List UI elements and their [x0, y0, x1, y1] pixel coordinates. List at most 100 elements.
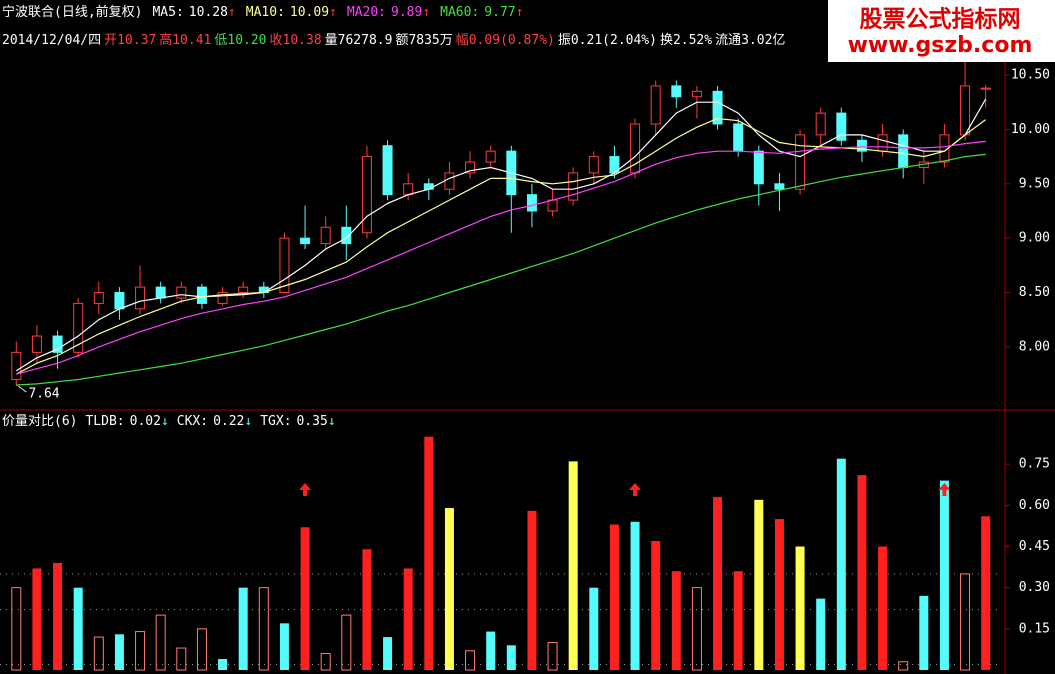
- bar: [939, 480, 949, 670]
- bar: [547, 642, 558, 671]
- indicator-label: CKX:: [177, 414, 208, 429]
- bar: [32, 568, 42, 670]
- candle-body: [588, 156, 599, 174]
- candle-body: [341, 226, 352, 245]
- bar: [568, 461, 578, 670]
- info-item: 幅0.09(0.87%): [456, 33, 555, 48]
- candle-body: [650, 85, 661, 125]
- bar: [651, 541, 661, 670]
- signal-arrow: [938, 483, 951, 496]
- indicator-value: 0.35: [297, 414, 328, 429]
- bar: [713, 497, 723, 670]
- candle-body: [423, 183, 434, 190]
- bar: [486, 631, 496, 670]
- ma-trend: ↑: [516, 5, 524, 20]
- bar: [671, 571, 681, 670]
- bar: [176, 647, 187, 671]
- bar: [341, 614, 352, 671]
- indicator-trend: ↓: [328, 414, 336, 429]
- bar: [424, 436, 434, 670]
- y-tick-label: 0.60: [1019, 498, 1050, 513]
- bar: [444, 508, 454, 670]
- y-tick-label: 10.50: [1011, 68, 1050, 83]
- ma-line: [16, 117, 987, 375]
- candle-body: [712, 90, 723, 125]
- candle-body: [196, 286, 207, 304]
- bar: [836, 458, 846, 670]
- info-item: 低10.20: [214, 33, 266, 48]
- indicator-label: TGX:: [260, 414, 291, 429]
- candle-body: [31, 335, 42, 353]
- bar: [857, 475, 867, 670]
- candle-body: [52, 335, 63, 353]
- ma-value: 10.09: [290, 5, 329, 20]
- candle-body: [465, 161, 476, 174]
- signal-arrow: [629, 483, 642, 496]
- info-item: 收10.38: [270, 33, 322, 48]
- info-item: 开10.37: [104, 33, 156, 48]
- bar: [506, 645, 516, 670]
- bar: [774, 519, 784, 670]
- candle-body: [733, 123, 744, 152]
- candle-body: [320, 226, 331, 245]
- bar: [218, 659, 228, 670]
- watermark-url: www.gszb.com: [848, 33, 1033, 58]
- bar: [403, 568, 413, 670]
- bar: [258, 587, 269, 671]
- candle-body: [114, 292, 125, 310]
- bar: [320, 653, 331, 671]
- indicator-value: 0.22: [213, 414, 244, 429]
- candle-body: [155, 286, 166, 299]
- candle-body: [135, 286, 146, 310]
- candle-body: [980, 87, 991, 90]
- info-line: 2014/12/04/四 开10.37 高10.41 低10.20 收10.38 量762…: [2, 32, 785, 48]
- bar: [53, 562, 63, 670]
- candle-body: [898, 134, 909, 168]
- bar: [816, 598, 826, 670]
- candle-body: [795, 134, 806, 190]
- ma-trend: ↑: [422, 5, 430, 20]
- info-item: 流通3.02亿: [715, 33, 785, 48]
- candle-body: [279, 237, 290, 294]
- indicator-title: 价量对比(6): [2, 414, 77, 429]
- bar: [135, 631, 146, 671]
- low-label: 7.64: [28, 387, 59, 402]
- bar: [114, 634, 124, 670]
- bar: [630, 521, 640, 670]
- indicator-label: TLDB:: [85, 414, 124, 429]
- signal-arrow: [299, 483, 312, 496]
- candle-body: [753, 150, 764, 185]
- bar: [465, 650, 476, 671]
- y-tick-label: 0.30: [1019, 580, 1050, 595]
- chart-title: 宁波联合(日线,前复权): [2, 4, 142, 20]
- indicator-trend: ↓: [244, 414, 252, 429]
- bar: [898, 661, 909, 671]
- bar: [279, 623, 289, 670]
- ma-label: MA20:: [347, 5, 386, 20]
- y-tick-label: 8.50: [1019, 285, 1050, 300]
- candle-body: [485, 150, 496, 163]
- candle-body: [568, 172, 579, 201]
- bar: [238, 587, 248, 670]
- bar: [919, 595, 929, 670]
- ma-value: 9.77: [484, 5, 515, 20]
- header-line: 宁波联合(日线,前复权) MA5: 10.28↑ MA10: 10.09↑ MA20: 9.…: [2, 4, 523, 20]
- info-item: 量76278.9: [325, 33, 393, 48]
- candle-body: [960, 85, 971, 136]
- candle-body: [856, 139, 867, 152]
- bar: [609, 524, 619, 670]
- info-item: 振0.21(2.04%): [558, 33, 657, 48]
- watermark-box: [828, 0, 1055, 62]
- candle-body: [217, 292, 228, 304]
- info-item: 换2.52%: [660, 33, 712, 48]
- candle-body: [526, 194, 537, 212]
- bar: [11, 587, 22, 671]
- y-tick-label: 0.75: [1019, 457, 1050, 472]
- info-item: 额7835万: [395, 33, 452, 48]
- candle-body: [547, 199, 558, 212]
- candle-body: [403, 183, 414, 196]
- ma-line: [15, 98, 987, 372]
- candle-body: [939, 134, 950, 163]
